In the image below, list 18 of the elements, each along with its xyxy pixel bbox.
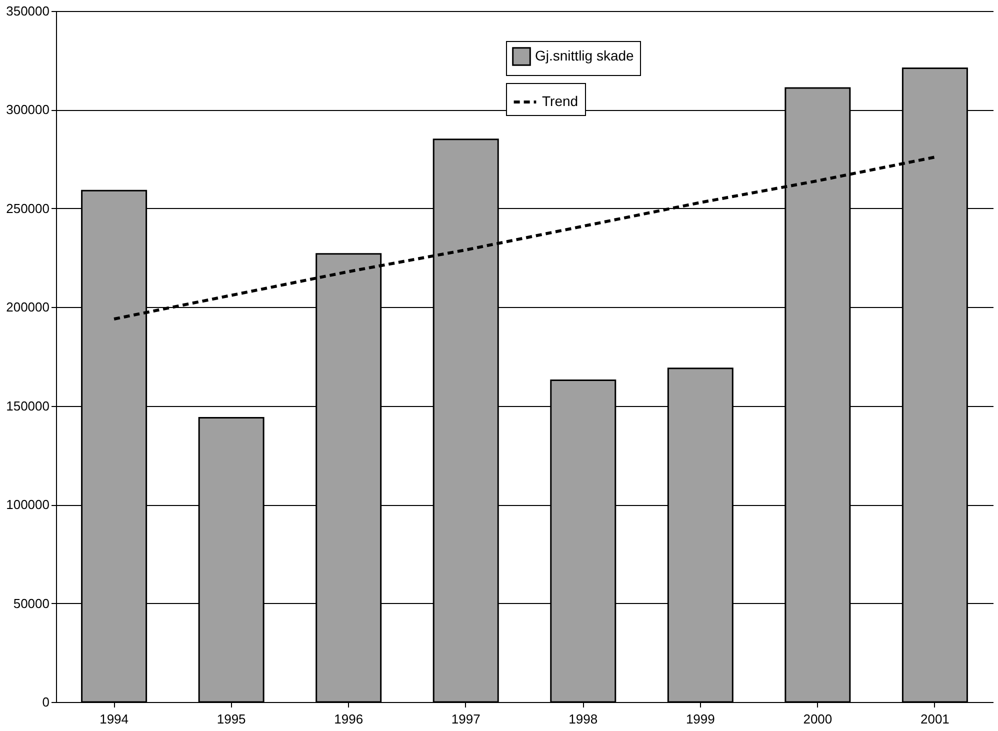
y-tick-label: 300000 [6, 102, 50, 118]
y-tick-label: 250000 [6, 200, 50, 216]
x-tick-label: 1995 [216, 712, 246, 726]
legend-label: Trend [542, 93, 578, 109]
y-tick-label: 150000 [6, 398, 50, 414]
y-tick-label: 50000 [13, 596, 50, 611]
x-tick-label: 1996 [334, 712, 364, 726]
y-tick-label: 0 [42, 694, 50, 710]
y-tick-label: 350000 [6, 4, 50, 18]
x-tick-label: 2001 [920, 712, 950, 726]
y-tick-label: 200000 [6, 300, 50, 315]
x-tick-label: 2000 [803, 712, 832, 726]
x-tick-label: 1998 [568, 712, 598, 726]
y-tick-label: 100000 [6, 497, 50, 512]
x-tick-label: 1997 [451, 712, 480, 726]
x-tick-label: 1994 [100, 712, 129, 726]
legend-label: Gj.snittlig skade [535, 48, 634, 64]
x-tick-label: 1999 [686, 712, 715, 726]
